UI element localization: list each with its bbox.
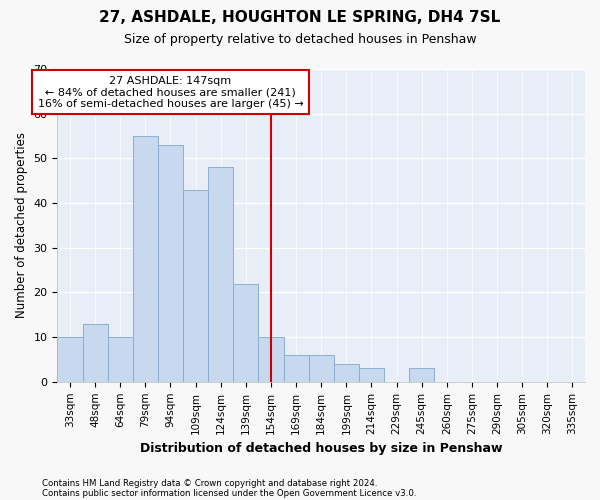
Bar (334, 364, 359, 382)
Bar (158, 145, 183, 382)
Text: Contains HM Land Registry data © Crown copyright and database right 2024.: Contains HM Land Registry data © Crown c… (42, 478, 377, 488)
X-axis label: Distribution of detached houses by size in Penshaw: Distribution of detached houses by size … (140, 442, 502, 455)
Y-axis label: Number of detached properties: Number of detached properties (15, 132, 28, 318)
Text: Size of property relative to detached houses in Penshaw: Size of property relative to detached ho… (124, 32, 476, 46)
Bar (284, 355, 308, 382)
Bar (183, 190, 208, 382)
Bar (83, 324, 107, 382)
Bar (58, 337, 83, 382)
Bar (359, 368, 384, 382)
Text: 27, ASHDALE, HOUGHTON LE SPRING, DH4 7SL: 27, ASHDALE, HOUGHTON LE SPRING, DH4 7SL (100, 10, 500, 25)
Bar (308, 355, 334, 382)
Bar (208, 168, 233, 382)
Bar (233, 284, 259, 382)
Bar (133, 136, 158, 382)
Bar (259, 337, 284, 382)
Bar (409, 368, 434, 382)
Text: 27 ASHDALE: 147sqm
← 84% of detached houses are smaller (241)
16% of semi-detach: 27 ASHDALE: 147sqm ← 84% of detached hou… (38, 76, 304, 109)
Bar (107, 337, 133, 382)
Text: Contains public sector information licensed under the Open Government Licence v3: Contains public sector information licen… (42, 488, 416, 498)
